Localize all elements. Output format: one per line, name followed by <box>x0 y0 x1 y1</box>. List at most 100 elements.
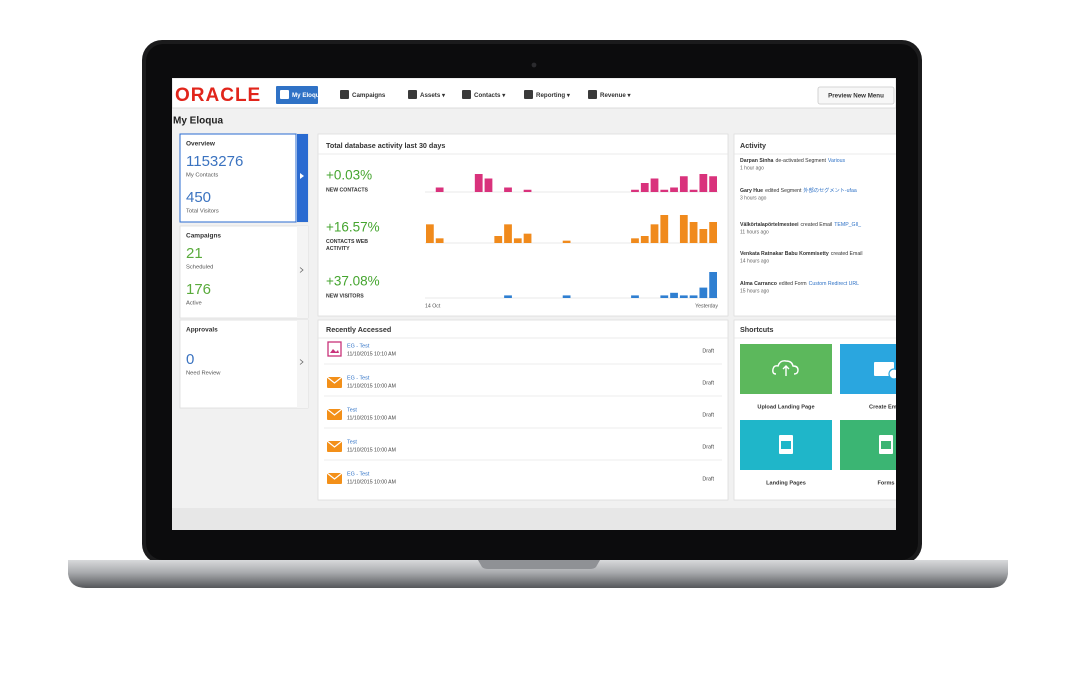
activity-time: 14 hours ago <box>740 258 769 264</box>
summary-title: Approvals <box>186 327 218 334</box>
axis-end: Yesterday <box>695 303 718 309</box>
activity-bar <box>504 187 512 192</box>
recent-status: Draft <box>702 412 714 418</box>
activity-bar <box>689 222 698 243</box>
recent-name[interactable]: EG - Test <box>347 471 370 477</box>
activity-bar <box>640 183 649 192</box>
activity-bar <box>640 236 649 243</box>
activity-time: 11 hours ago <box>740 229 769 235</box>
activity-entry: Alma Carranco edited Form Custom Redirect … <box>740 281 859 287</box>
email-icon-flap <box>326 440 343 448</box>
activity-action: created Email <box>801 222 833 228</box>
summary-title: Campaigns <box>186 233 221 240</box>
activity-target[interactable]: Custom Redirect URL <box>809 281 860 287</box>
nav-icon <box>408 90 417 99</box>
activity-entry: Venkata Ratnakar Babu Kommisetty created … <box>740 251 863 257</box>
chart-title: Total database activity last 30 days <box>326 141 445 150</box>
change-label-line: ACTIVITY <box>326 246 350 252</box>
screen-footer <box>172 508 896 530</box>
nav-item[interactable]: My Eloqua <box>292 92 323 99</box>
activity-bar <box>562 295 571 298</box>
activity-bar <box>650 178 659 192</box>
activity-bar <box>670 292 678 298</box>
landing-page-icon-detail <box>330 349 339 353</box>
change-label-line: CONTACTS WEB <box>326 239 368 245</box>
shortcut-label[interactable]: Upload Landing Page <box>757 404 814 410</box>
nav-item[interactable]: Campaigns <box>352 92 386 99</box>
activity-entry: Gary Hue edited Segment 外部のセグメント-ufaa <box>740 186 857 194</box>
activity-bar <box>650 224 659 243</box>
summary-panel-active <box>179 133 297 223</box>
activity-bar <box>504 295 512 298</box>
activity-time: 15 hours ago <box>740 288 769 294</box>
activity-bar <box>699 174 708 192</box>
activity-bar <box>679 295 688 298</box>
change-label: CONTACTS WEB ACTIVITY <box>326 239 368 252</box>
nav-item[interactable]: Revenue ▾ <box>600 92 632 99</box>
shortcut-label[interactable]: Create Email <box>869 404 903 410</box>
recent-date: 11/10/2015 10:00 AM <box>347 415 396 421</box>
activity-target[interactable]: TEMP_GIl_ <box>834 222 861 228</box>
document-icon-inner <box>781 441 791 449</box>
change-label: NEW VISITORS <box>326 293 364 299</box>
summary-label: Need Review <box>186 371 221 377</box>
laptop-notch <box>478 560 600 569</box>
activity-actor: Gary Hue <box>740 188 763 194</box>
change-value: +37.08% <box>326 274 380 289</box>
activity-entry: Darpan Sinha de-activated Segment Various <box>740 158 846 164</box>
preview-button-label[interactable]: Preview New Menu <box>828 93 884 100</box>
recent-status: Draft <box>702 380 714 386</box>
activity-target[interactable]: 外部のセグメント-ufaa <box>803 186 856 194</box>
activity-bar <box>660 215 669 243</box>
shortcut-label[interactable]: Landing Pages <box>766 480 806 486</box>
nav-item[interactable]: Reporting ▾ <box>536 92 571 99</box>
summary-panel <box>179 133 309 223</box>
change-label: NEW CONTACTS <box>326 187 369 193</box>
activity-action: edited Segment <box>765 188 802 194</box>
upload-arrow <box>782 365 790 376</box>
shortcut-label[interactable]: Forms <box>877 480 894 486</box>
add-badge <box>888 368 896 380</box>
activity-target[interactable]: Various <box>828 158 846 164</box>
activity-bar <box>709 222 717 243</box>
activity-entry: Välkörtalapörtelmesteei created Email TEMP… <box>740 222 861 228</box>
summary-value: 21 <box>186 245 203 262</box>
recent-title: Recently Accessed <box>326 325 391 334</box>
oracle-logo: ORACLE <box>175 85 261 106</box>
recent-name[interactable]: Test <box>347 407 357 413</box>
expander-arrow <box>300 173 304 179</box>
nav-item[interactable]: Assets ▾ <box>420 92 446 99</box>
summary-title: Overview <box>186 141 216 148</box>
nav-icon <box>462 90 471 99</box>
activity-action: created Email <box>831 251 863 257</box>
summary-panel <box>179 225 309 319</box>
activity-time: 1 hour ago <box>740 165 764 171</box>
camera <box>531 62 537 68</box>
activity-bar <box>435 238 444 243</box>
summary-label: Total Visitors <box>186 209 219 215</box>
recent-name[interactable]: EG - Test <box>347 343 370 349</box>
activity-panel <box>733 133 896 317</box>
nav-item[interactable]: Contacts ▾ <box>474 92 506 99</box>
activity-bar <box>474 174 483 192</box>
activity-bar <box>670 187 678 192</box>
activity-bar <box>679 176 688 192</box>
nav-icon <box>340 90 349 99</box>
recent-name[interactable]: EG - Test <box>347 375 370 381</box>
summary-label: Scheduled <box>186 265 213 271</box>
activity-actor: Darpan Sinha <box>740 158 774 164</box>
email-icon-flap <box>326 376 343 384</box>
axis-start: 14 Oct <box>425 303 441 309</box>
recent-status: Draft <box>702 476 714 482</box>
email-icon-flap <box>326 472 343 480</box>
activity-bar <box>689 189 698 192</box>
recent-name[interactable]: Test <box>347 439 357 445</box>
activity-title: Activity <box>740 141 766 150</box>
recent-date: 11/10/2015 10:00 AM <box>347 447 396 453</box>
activity-bar <box>699 229 708 243</box>
recent-date: 11/10/2015 10:10 AM <box>347 351 396 357</box>
email-icon-flap <box>326 408 343 416</box>
summary-value: 450 <box>186 189 211 206</box>
